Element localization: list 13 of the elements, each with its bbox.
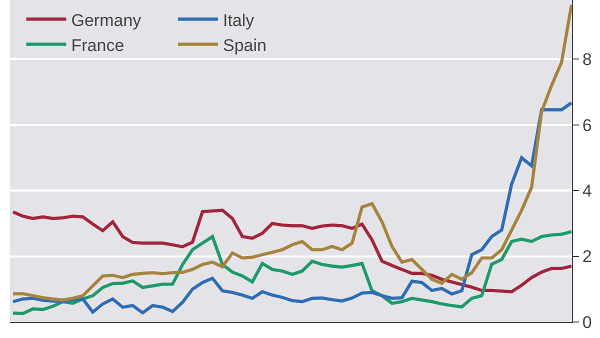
- line-series: [11, 101, 572, 314]
- legend-label: Germany: [71, 10, 142, 30]
- legend-label: Spain: [222, 36, 266, 55]
- y-tick-label: 6: [582, 116, 592, 135]
- legend-label: Italy: [222, 10, 255, 30]
- line-series: [11, 3, 572, 302]
- y-tick-label: 2: [582, 247, 592, 266]
- y-tick-label: 0: [582, 312, 592, 332]
- y-tick-label: 8: [582, 50, 592, 70]
- line-series: [11, 208, 572, 294]
- y-tick-label: 4: [582, 182, 592, 201]
- legend-label: France: [71, 36, 124, 55]
- line-series: [11, 230, 572, 316]
